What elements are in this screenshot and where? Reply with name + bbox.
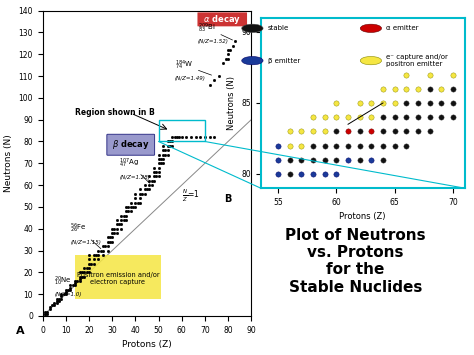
Text: (N/Z=1.52): (N/Z=1.52) xyxy=(198,39,229,44)
Text: $^{20}_{10}$Ne: $^{20}_{10}$Ne xyxy=(54,274,72,294)
FancyBboxPatch shape xyxy=(107,134,155,155)
Text: B: B xyxy=(224,194,231,204)
Circle shape xyxy=(360,56,382,65)
Bar xyxy=(158,120,205,142)
Text: Region shown in B: Region shown in B xyxy=(75,108,155,117)
Text: $^{209}_{83}$Bi: $^{209}_{83}$Bi xyxy=(198,21,232,40)
Text: stable: stable xyxy=(268,25,289,31)
Text: $\beta$ decay: $\beta$ decay xyxy=(112,138,150,151)
Circle shape xyxy=(360,24,382,33)
X-axis label: Protons (Z): Protons (Z) xyxy=(339,212,386,222)
Text: (N/Z=1.15): (N/Z=1.15) xyxy=(71,240,101,245)
Text: $^{107}_{47}$Ag: $^{107}_{47}$Ag xyxy=(119,157,150,183)
FancyBboxPatch shape xyxy=(198,12,247,26)
Text: α emitter: α emitter xyxy=(386,25,419,31)
Text: Positron emission and/or
electron capture: Positron emission and/or electron captur… xyxy=(77,272,159,285)
Text: (N/Z=1.49): (N/Z=1.49) xyxy=(175,76,206,81)
Circle shape xyxy=(242,24,263,33)
Text: e⁻ capture and/or
positron emitter: e⁻ capture and/or positron emitter xyxy=(386,54,448,67)
Text: $^{56}_{26}$Fe: $^{56}_{26}$Fe xyxy=(71,222,101,248)
Y-axis label: Neutrons (N): Neutrons (N) xyxy=(4,135,13,192)
Text: (N/Z=1.28): (N/Z=1.28) xyxy=(119,175,150,180)
Text: $\alpha$ decay: $\alpha$ decay xyxy=(203,13,241,26)
Text: (N/Z=1.0): (N/Z=1.0) xyxy=(54,292,82,297)
Text: $\frac{N}{Z}$=1: $\frac{N}{Z}$=1 xyxy=(182,188,199,204)
Bar xyxy=(75,255,161,299)
Text: A: A xyxy=(16,326,24,336)
Circle shape xyxy=(242,56,263,65)
Text: β emitter: β emitter xyxy=(268,58,300,64)
Text: Plot of Neutrons
vs. Protons
for the
Stable Nuclides: Plot of Neutrons vs. Protons for the Sta… xyxy=(285,228,426,295)
Text: $^{184}_{74}$W: $^{184}_{74}$W xyxy=(175,59,211,75)
X-axis label: Protons (Z): Protons (Z) xyxy=(122,340,172,349)
Y-axis label: Neutrons (N): Neutrons (N) xyxy=(227,76,236,130)
